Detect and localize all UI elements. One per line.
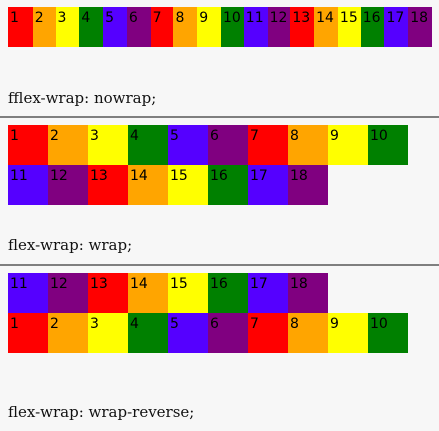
flex-item-7: 7 (150, 7, 174, 47)
wrap-caption: flex-wrap: wrap; (8, 236, 133, 254)
flex-item-2: 2 (48, 313, 88, 353)
flex-item-16: 16 (208, 165, 248, 205)
flex-item-1: 1 (8, 7, 33, 47)
flex-item-11: 11 (243, 7, 268, 47)
flex-item-8: 8 (288, 313, 328, 353)
flex-item-6: 6 (208, 313, 248, 353)
flex-item-11: 11 (8, 273, 48, 313)
flex-item-1: 1 (8, 125, 48, 165)
flex-item-6: 6 (208, 125, 248, 165)
flex-item-7: 7 (248, 313, 288, 353)
divider-2 (0, 264, 439, 266)
flex-item-4: 4 (128, 313, 168, 353)
wrap-reverse-flex-line-top: 11 12 13 14 15 16 17 18 (8, 273, 328, 313)
flex-item-2: 2 (48, 125, 88, 165)
flex-item-13: 13 (290, 7, 315, 47)
flex-item-17: 17 (248, 165, 288, 205)
flex-item-12: 12 (48, 273, 88, 313)
flex-item-15: 15 (337, 7, 361, 47)
flex-item-8: 8 (288, 125, 328, 165)
flex-item-10: 10 (221, 7, 244, 47)
nowrap-flex-container: 1 2 3 4 5 6 7 8 9 10 11 12 13 14 15 16 17 18 (8, 7, 433, 47)
flex-item-3: 3 (55, 7, 80, 47)
flex-item-13: 13 (88, 165, 128, 205)
flex-item-15: 15 (168, 165, 208, 205)
flex-item-9: 9 (328, 125, 368, 165)
wrap-reverse-flex-line-bottom: 1 2 3 4 5 6 7 8 9 10 (8, 313, 408, 353)
flex-item-17: 17 (248, 273, 288, 313)
flex-item-13: 13 (88, 273, 128, 313)
flex-item-12: 12 (48, 165, 88, 205)
flex-item-17: 17 (384, 7, 409, 47)
flex-item-9: 9 (328, 313, 368, 353)
wrap-flex-line-2: 11 12 13 14 15 16 17 18 (8, 165, 328, 205)
flex-item-3: 3 (88, 125, 128, 165)
flex-item-15: 15 (168, 273, 208, 313)
flex-item-4: 4 (128, 125, 168, 165)
flex-item-16: 16 (360, 7, 385, 47)
flex-item-18: 18 (288, 273, 328, 313)
flex-item-8: 8 (173, 7, 198, 47)
wrap-reverse-section: 11 12 13 14 15 16 17 18 1 2 3 4 5 6 7 8 9 10 flex-wrap: … (0, 266, 439, 431)
flex-item-16: 16 (208, 273, 248, 313)
flex-item-18: 18 (288, 165, 328, 205)
flex-item-14: 14 (128, 273, 168, 313)
flex-item-11: 11 (8, 165, 48, 205)
wrap-section: 1 2 3 4 5 6 7 8 9 10 11 12 13 14 15 16 17 18 flex-wrap: … (0, 118, 439, 264)
flex-item-10: 10 (368, 313, 408, 353)
flex-item-7: 7 (248, 125, 288, 165)
flex-item-12: 12 (267, 7, 291, 47)
nowrap-section: 1 2 3 4 5 6 7 8 9 10 11 12 13 14 15 16 17 18 fflex-wrap: … (0, 0, 439, 116)
flex-item-3: 3 (88, 313, 128, 353)
flex-item-6: 6 (126, 7, 151, 47)
flex-item-9: 9 (197, 7, 222, 47)
flex-item-1: 1 (8, 313, 48, 353)
flex-item-14: 14 (128, 165, 168, 205)
flex-item-5: 5 (168, 125, 208, 165)
flex-item-2: 2 (32, 7, 56, 47)
flex-item-18: 18 (408, 7, 433, 47)
nowrap-caption: fflex-wrap: nowrap; (8, 89, 157, 107)
flex-item-4: 4 (79, 7, 104, 47)
flex-item-5: 5 (103, 7, 127, 47)
divider-1 (0, 116, 439, 118)
wrap-flex-line-1: 1 2 3 4 5 6 7 8 9 10 (8, 125, 408, 165)
flex-item-14: 14 (314, 7, 338, 47)
flex-item-5: 5 (168, 313, 208, 353)
flex-item-10: 10 (368, 125, 408, 165)
wrap-reverse-caption: flex-wrap: wrap-reverse; (8, 403, 195, 421)
